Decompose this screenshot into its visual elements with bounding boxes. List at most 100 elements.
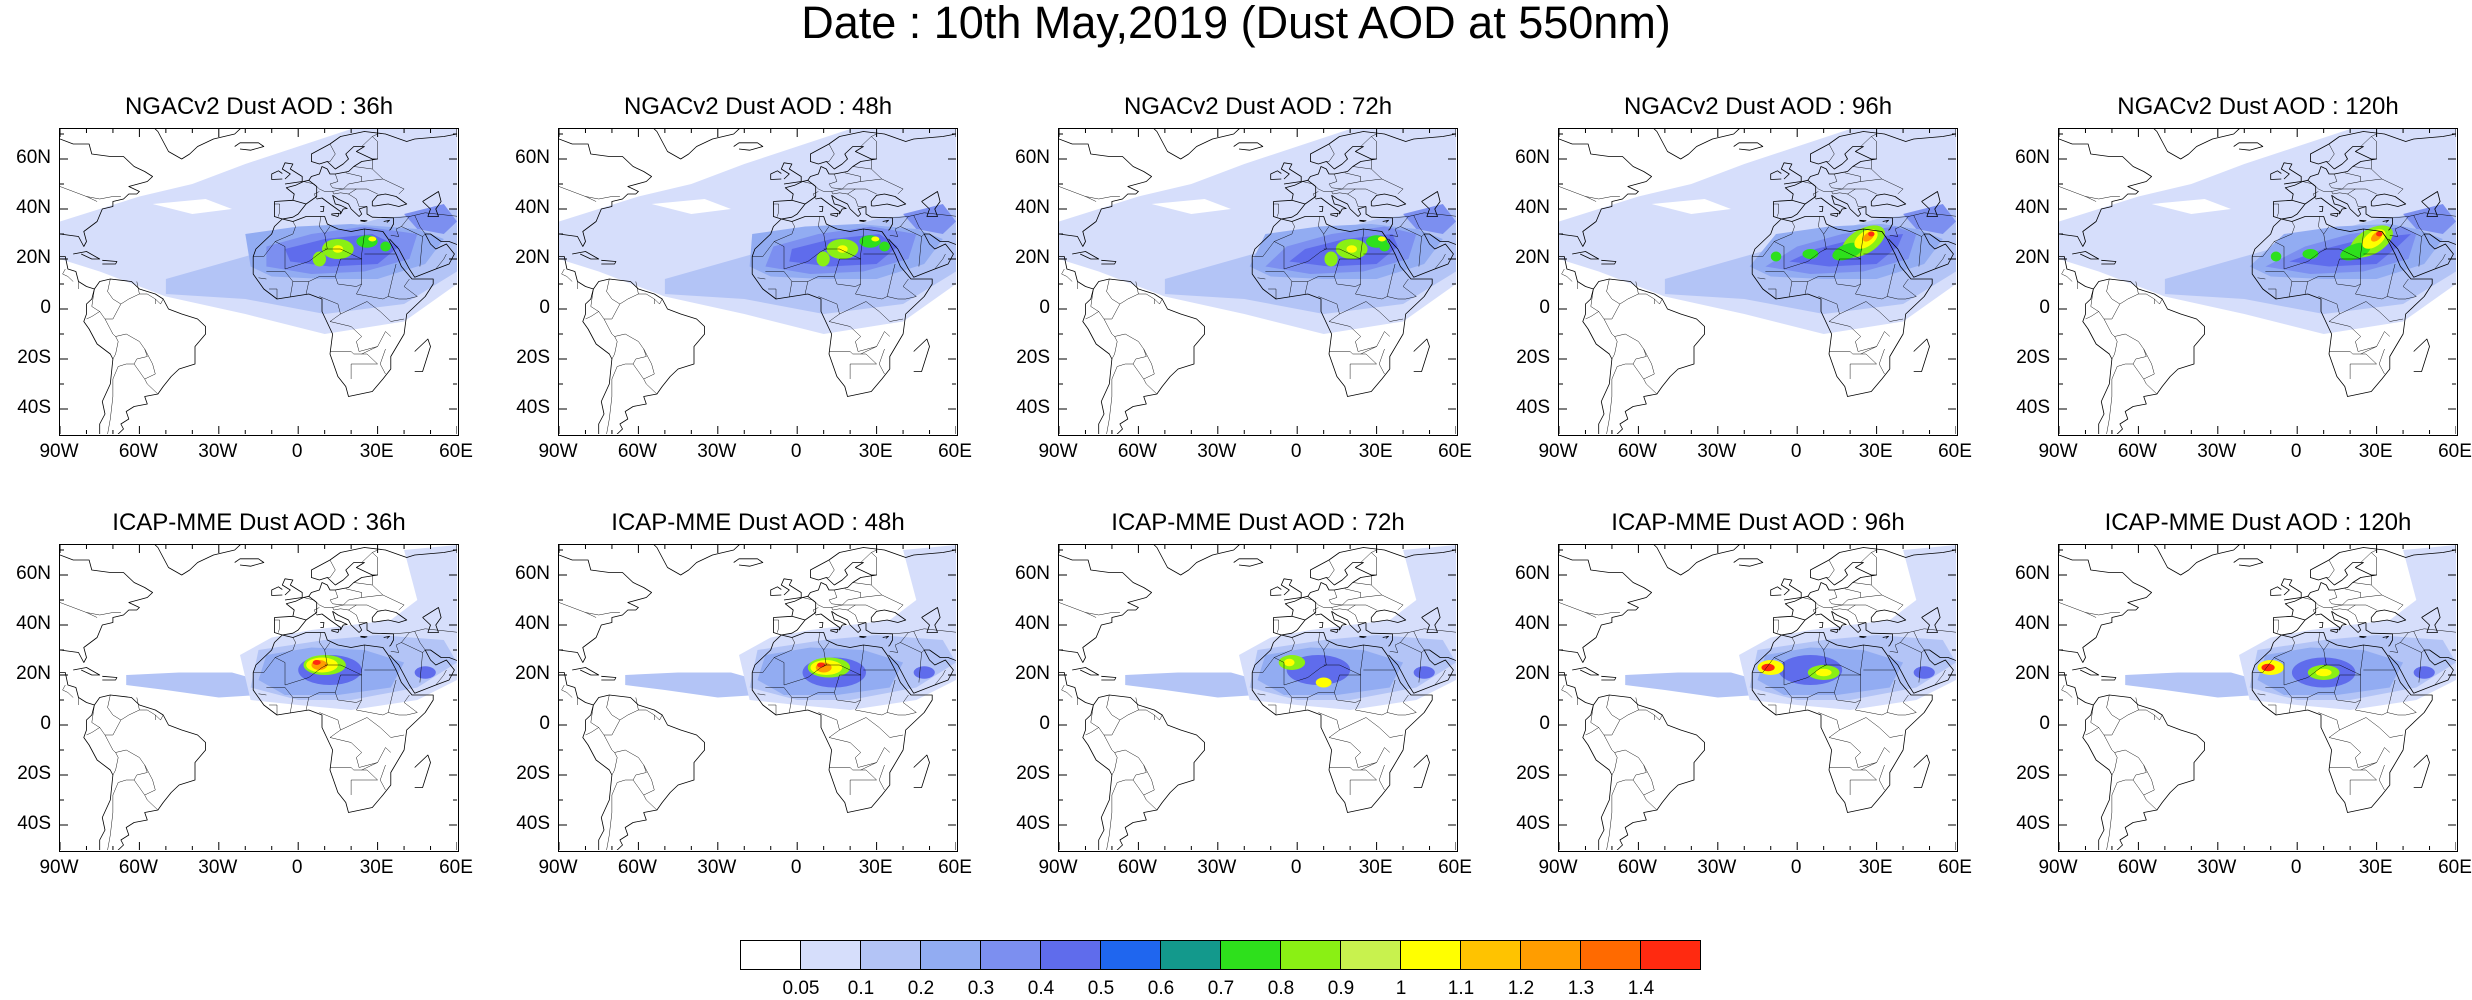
panel-title: ICAP-MME Dust AOD : 120h: [2104, 509, 2412, 536]
coastlines: [1059, 545, 1456, 850]
colorbar-swatch: [1340, 940, 1401, 970]
coastlines: [559, 545, 956, 850]
longitude-tick-label: 90W: [1538, 441, 1578, 462]
colorbar-swatch: [740, 940, 801, 970]
map-panel: NGACv2 Dust AOD : 120h 60N 40N 20N 0 20S 40S 90…: [2015, 92, 2472, 462]
colorbar-swatch: [1160, 940, 1221, 970]
latitude-tick-label: 20S: [17, 347, 51, 368]
map-panel: NGACv2 Dust AOD : 36h 60N 40N 20N 0 20S 40S 90W…: [16, 92, 473, 462]
longitude-tick-label: 60E: [938, 857, 972, 878]
longitude-tick-label: 60W: [118, 857, 158, 878]
latitude-tick-label: 60N: [2015, 147, 2050, 168]
map-panel: NGACv2 Dust AOD : 72h 60N 40N 20N 0 20S 40S 90W…: [1015, 92, 1472, 462]
longitude-tick-label: 0: [1290, 857, 1302, 878]
country-borders: [60, 133, 457, 434]
map-canvas: [2059, 545, 2456, 850]
latitude-tick-label: 40S: [516, 813, 550, 834]
latitude-tick-label: 40N: [16, 613, 51, 634]
longitude-tick-label: 90W: [1538, 857, 1578, 878]
colorbar-swatch: [1040, 940, 1101, 970]
map-canvas: [60, 129, 457, 434]
dust-aod-field: [2125, 545, 2456, 710]
map-frame: [59, 128, 459, 436]
map-frame: [2058, 544, 2458, 852]
map-panel: ICAP-MME Dust AOD : 36h 60N 40N 20N 0 20S 40S 9…: [16, 508, 473, 878]
map-frame: [1058, 128, 1458, 436]
colorbar: 0.05 0.1 0.2 0.3 0.4 0.5 0.6 0.7 0.8 0.9 1 1.1 1.2 1.…: [740, 940, 1701, 999]
longitude-tick-label: 90W: [39, 857, 79, 878]
latitude-tick-label: 0: [1539, 713, 1550, 734]
longitude-tick-label: 30W: [1697, 857, 1737, 878]
colorbar-tick-label: 0.6: [1147, 978, 1175, 999]
longitude-tick-label: 0: [1790, 857, 1802, 878]
latitude-tick-label: 60N: [1015, 147, 1050, 168]
latitude-tick-label: 60N: [515, 563, 550, 584]
longitude-tick-label: 90W: [39, 441, 79, 462]
colorbar-tick-label: 0.1: [847, 978, 875, 999]
latitude-tick-label: 40N: [1015, 613, 1050, 634]
latitude-tick-label: 60N: [1015, 563, 1050, 584]
dust-aod-field: [559, 129, 956, 334]
colorbar-tick-label: 1.2: [1507, 978, 1535, 999]
longitude-tick-label: 0: [790, 857, 802, 878]
longitude-tick-label: 90W: [538, 857, 578, 878]
longitude-tick-label: 60W: [617, 857, 657, 878]
latitude-tick-label: 0: [1039, 713, 1050, 734]
dust-aod-field: [1125, 545, 1456, 710]
country-borders: [1559, 549, 1956, 850]
longitude-tick-label: 60E: [1938, 857, 1972, 878]
colorbar-tick-label: 1.4: [1627, 978, 1655, 999]
latitude-tick-label: 40N: [1515, 613, 1550, 634]
map-canvas: [1559, 545, 1956, 850]
colorbar-tick-label: 0.05: [782, 978, 820, 999]
colorbar-tick-label: 0.9: [1327, 978, 1355, 999]
longitude-tick-label: 90W: [1038, 441, 1078, 462]
latitude-tick-label: 20N: [1515, 663, 1550, 684]
map-panel: ICAP-MME Dust AOD : 72h 60N 40N 20N 0 20S 40S 9…: [1015, 508, 1472, 878]
longitude-tick-label: 30E: [2358, 441, 2393, 462]
longitude-tick-label: 30W: [1197, 857, 1237, 878]
country-borders: [60, 549, 457, 850]
map-canvas: [1059, 545, 1456, 850]
map-panel: NGACv2 Dust AOD : 48h 60N 40N 20N 0 20S 40S 90W…: [515, 92, 972, 462]
panel-title: NGACv2 Dust AOD : 96h: [1623, 93, 1893, 120]
latitude-tick-label: 20S: [2016, 763, 2050, 784]
colorbar-tick-label: 1.1: [1447, 978, 1475, 999]
latitude-tick-label: 20S: [1016, 347, 1050, 368]
latitude-tick-label: 0: [539, 297, 550, 318]
latitude-tick-label: 40S: [1516, 813, 1550, 834]
latitude-tick-label: 20N: [16, 663, 51, 684]
coastlines: [559, 129, 956, 434]
longitude-tick-label: 30W: [2197, 857, 2237, 878]
longitude-tick-label: 60E: [439, 441, 473, 462]
panel-title: NGACv2 Dust AOD : 72h: [1123, 93, 1393, 120]
latitude-tick-label: 40N: [1015, 197, 1050, 218]
longitude-tick-label: 30W: [697, 857, 737, 878]
latitude-tick-label: 60N: [16, 147, 51, 168]
latitude-tick-label: 20S: [516, 347, 550, 368]
latitude-tick-label: 20S: [1516, 763, 1550, 784]
longitude-tick-label: 90W: [538, 441, 578, 462]
colorbar-swatch: [800, 940, 861, 970]
colorbar-swatch: [1220, 940, 1281, 970]
latitude-tick-label: 40N: [1515, 197, 1550, 218]
latitude-tick-label: 60N: [16, 563, 51, 584]
map-canvas: [1059, 129, 1456, 434]
map-canvas: [559, 545, 956, 850]
latitude-tick-label: 20N: [1515, 247, 1550, 268]
longitude-tick-label: 30E: [359, 857, 394, 878]
panel-title: ICAP-MME Dust AOD : 48h: [611, 509, 905, 536]
map-frame: [2058, 128, 2458, 436]
country-borders: [1559, 133, 1956, 434]
latitude-tick-label: 20N: [515, 247, 550, 268]
coastlines: [1559, 545, 1956, 850]
latitude-tick-label: 40S: [516, 397, 550, 418]
colorbar-swatch: [1580, 940, 1641, 970]
longitude-tick-label: 30W: [1697, 441, 1737, 462]
latitude-tick-label: 40S: [17, 813, 51, 834]
map-panel: ICAP-MME Dust AOD : 96h 60N 40N 20N 0 20S 40S 9…: [1515, 508, 1972, 878]
dust-aod-field: [60, 129, 457, 334]
longitude-tick-label: 30E: [1358, 857, 1393, 878]
colorbar-swatch: [980, 940, 1041, 970]
longitude-tick-label: 0: [2290, 857, 2302, 878]
